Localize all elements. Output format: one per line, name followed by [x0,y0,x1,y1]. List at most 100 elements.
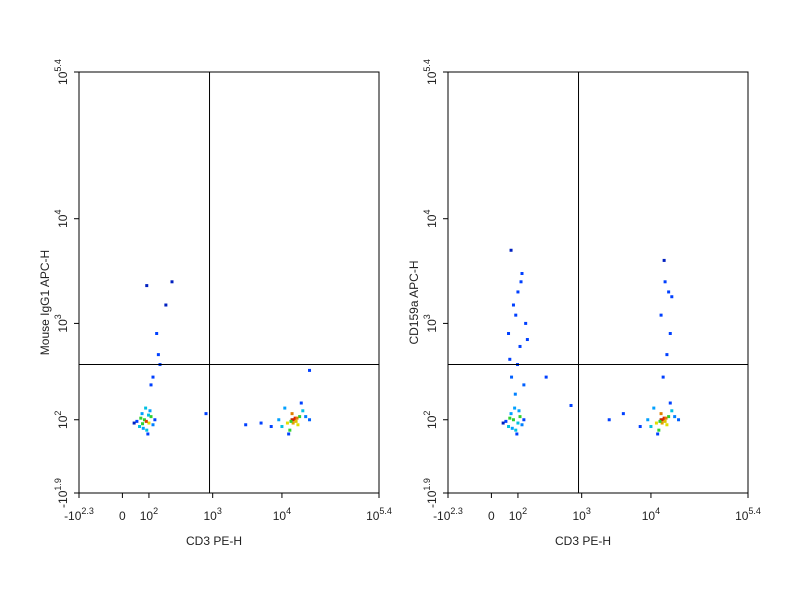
tick-exp: 2.3 [81,506,94,516]
event-dot [659,418,663,422]
tick-exp: 4 [422,210,432,215]
event-dot [287,432,291,436]
event-dot [141,422,145,426]
tick-base: 10 [273,509,287,523]
event-dot [659,313,663,317]
tick-exp: 5.4 [748,506,761,516]
event-dot [290,412,294,416]
plot-frame [78,71,380,494]
event-dot [522,383,526,387]
tick-label: 105.4 [422,59,439,85]
event-dot [290,418,294,422]
event-dot [660,421,664,425]
tick-base: 10 [56,319,70,333]
event-dot [156,353,160,357]
event-dot [170,280,174,284]
tick-exp: 4 [53,210,63,215]
event-dot [295,416,299,420]
event-dot [289,419,293,423]
tick-exp: 1.9 [53,478,63,491]
event-dot [507,331,511,335]
event-dot [147,413,151,417]
event-dot [288,428,292,432]
event-dot [511,303,515,307]
tick-label: 103 [422,314,439,332]
tick-base: 10 [425,214,439,228]
tick-base: -10 [56,490,70,508]
tick-exp: 5.4 [422,59,432,72]
event-dot [259,421,263,425]
event-dot [525,338,529,342]
y-axis-label: Mouse IgG1 APC-H [38,250,52,355]
event-dot [518,344,522,348]
tick-label: -101.9 [53,478,70,508]
tick-exp: 3 [53,314,63,319]
tick-label: 0 [119,509,126,523]
event-dot [662,258,666,262]
tick-base: 10 [56,415,70,429]
event-dot [524,321,528,325]
event-dot [513,406,517,410]
event-dot [677,418,681,422]
tick-exp: 1.9 [422,478,432,491]
tick-base: 10 [425,71,439,85]
event-dot [520,423,524,427]
event-dot [141,426,145,430]
event-dot [149,415,153,419]
tick-exp: 2 [522,506,527,516]
event-dot [658,419,662,423]
tick-exp: 5.4 [53,59,63,72]
event-dot [663,419,667,423]
event-dot [244,423,248,427]
tick-label: 105.4 [53,59,70,85]
event-dot [508,357,512,361]
event-dot [607,418,611,422]
y-axis-label: CD159a APC-H [407,260,421,344]
tick-label: 102 [140,506,158,523]
event-dot [285,421,289,425]
tick-label: -102.3 [433,506,463,523]
event-dot [510,426,514,430]
event-dot [515,432,519,436]
x-axis-label: CD3 PE-H [186,534,242,548]
event-dot [148,409,152,413]
event-dot [149,383,153,387]
tick-base: 10 [56,71,70,85]
tick-exp: 2 [53,411,63,416]
event-dot [507,425,511,429]
event-dot [519,280,523,284]
event-dot [135,419,139,423]
tick-exp: 3 [586,506,591,516]
tick-exp: 2 [422,411,432,416]
event-dot [204,412,208,416]
event-dot [646,418,650,422]
event-dot [164,303,168,307]
event-dot [522,418,526,422]
event-dot [657,428,661,432]
event-dot [301,409,305,413]
event-dot [656,432,660,436]
event-dot [145,428,149,432]
tick-exp: 2.3 [450,506,463,516]
tick-base: 10 [735,509,749,523]
event-dot [147,421,151,425]
event-dot [308,368,312,372]
event-dot [673,415,677,419]
event-dot [670,409,674,413]
event-dot [667,415,671,419]
event-dot [516,421,520,425]
tick-exp: 4 [286,506,291,516]
event-dot [501,421,505,425]
tick-label: 102 [509,506,527,523]
event-dot [661,375,665,379]
event-dot [277,418,281,422]
event-dot [667,290,671,294]
event-dot [155,331,159,335]
event-dot [508,416,512,420]
event-dot [140,412,144,416]
event-dot [144,406,148,410]
event-dot [649,425,653,429]
tick-base: 10 [140,509,154,523]
event-dot [514,428,518,432]
